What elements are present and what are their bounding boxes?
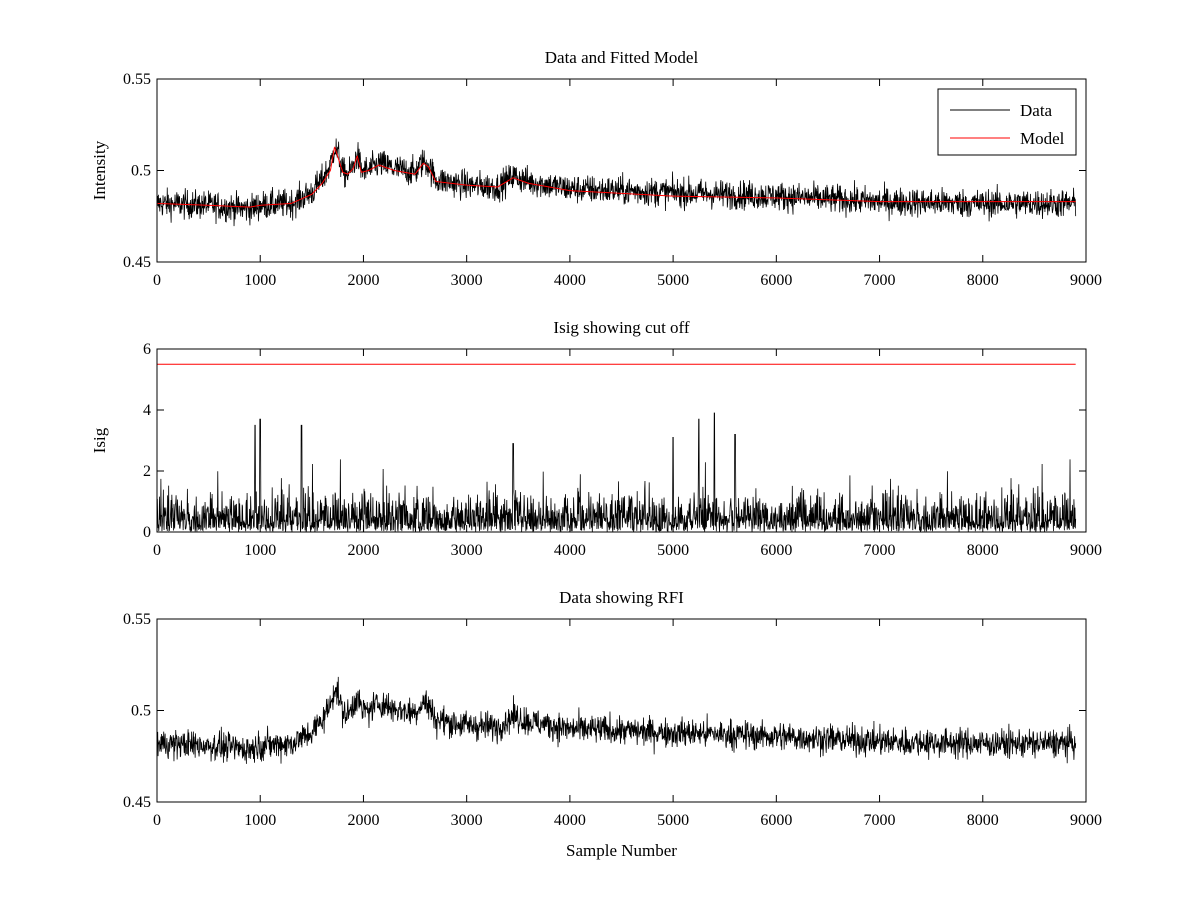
y-tick-label: 4 bbox=[143, 402, 151, 419]
x-tick-label: 5000 bbox=[657, 542, 689, 559]
x-tick-label: 1000 bbox=[244, 812, 276, 829]
chart-panel-1: 0 1000 2000 3000 4000 5000 6000 7000 8000 9000 0.4… bbox=[90, 48, 1102, 289]
y-tick-label: 0.55 bbox=[123, 71, 151, 88]
x-tick-label: 2000 bbox=[347, 542, 379, 559]
y-tick-label: 0.45 bbox=[123, 254, 151, 271]
y-axis-label: Intensity bbox=[90, 140, 109, 200]
x-tick-label: 1000 bbox=[244, 542, 276, 559]
x-tick-label: 0 bbox=[153, 272, 161, 289]
x-tick-label: 5000 bbox=[657, 272, 689, 289]
legend: Data Model bbox=[937, 88, 1077, 156]
x-tick-label: 4000 bbox=[554, 812, 586, 829]
x-tick-label: 8000 bbox=[967, 272, 999, 289]
x-tick-label: 1000 bbox=[244, 272, 276, 289]
series-model bbox=[157, 146, 1076, 208]
x-tick-label: 7000 bbox=[864, 812, 896, 829]
legend-label-model: Model bbox=[1020, 129, 1065, 148]
y-tick-label: 0 bbox=[143, 524, 151, 541]
x-tick-label: 6000 bbox=[760, 272, 792, 289]
chart-panel-2: 0 1000 2000 3000 4000 5000 6000 7000 8000 9000 0 2 4… bbox=[90, 318, 1102, 559]
x-tick-label: 5000 bbox=[657, 812, 689, 829]
chart-title: Data and Fitted Model bbox=[545, 48, 699, 67]
x-tick-label: 7000 bbox=[864, 272, 896, 289]
y-axis-label: Isig bbox=[90, 427, 109, 453]
x-tick-label: 8000 bbox=[967, 812, 999, 829]
y-tick-label: 2 bbox=[143, 463, 151, 480]
plot-area bbox=[157, 79, 1086, 262]
x-tick-label: 3000 bbox=[451, 542, 483, 559]
x-tick-label: 6000 bbox=[760, 542, 792, 559]
x-tick-label: 2000 bbox=[347, 812, 379, 829]
y-tick-label: 0.5 bbox=[131, 703, 151, 720]
x-tick-label: 3000 bbox=[451, 272, 483, 289]
series-group bbox=[157, 676, 1077, 764]
x-tick-label: 4000 bbox=[554, 272, 586, 289]
y-tick-label: 6 bbox=[143, 341, 151, 358]
y-tick-label: 0.5 bbox=[131, 163, 151, 180]
x-axis-label: Sample Number bbox=[566, 841, 677, 860]
plot-area bbox=[157, 619, 1086, 802]
x-tick-label: 9000 bbox=[1070, 812, 1102, 829]
chart-title: Isig showing cut off bbox=[553, 318, 689, 337]
x-tick-label: 0 bbox=[153, 812, 161, 829]
y-tick-label: 0.45 bbox=[123, 794, 151, 811]
x-tick-label: 3000 bbox=[451, 812, 483, 829]
x-tick-label: 8000 bbox=[967, 542, 999, 559]
x-tick-label: 9000 bbox=[1070, 542, 1102, 559]
series-data bbox=[157, 138, 1077, 227]
axes-box bbox=[156, 348, 1087, 533]
series-line-1 bbox=[157, 412, 1077, 532]
chart-panel-3: 0 1000 2000 3000 4000 5000 6000 7000 8000 9000 0.4… bbox=[123, 588, 1102, 860]
x-tick-label: 4000 bbox=[554, 542, 586, 559]
series-group bbox=[157, 363, 1077, 532]
series-group bbox=[157, 138, 1077, 227]
chart-title: Data showing RFI bbox=[559, 588, 684, 607]
x-tick-label: 9000 bbox=[1070, 272, 1102, 289]
legend-label-data: Data bbox=[1020, 101, 1053, 120]
x-tick-label: 0 bbox=[153, 542, 161, 559]
y-tick-label: 0.55 bbox=[123, 611, 151, 628]
legend-box bbox=[937, 88, 1077, 156]
series-line-1 bbox=[157, 676, 1077, 764]
x-tick-label: 7000 bbox=[864, 542, 896, 559]
x-tick-label: 6000 bbox=[760, 812, 792, 829]
x-tick-label: 2000 bbox=[347, 272, 379, 289]
